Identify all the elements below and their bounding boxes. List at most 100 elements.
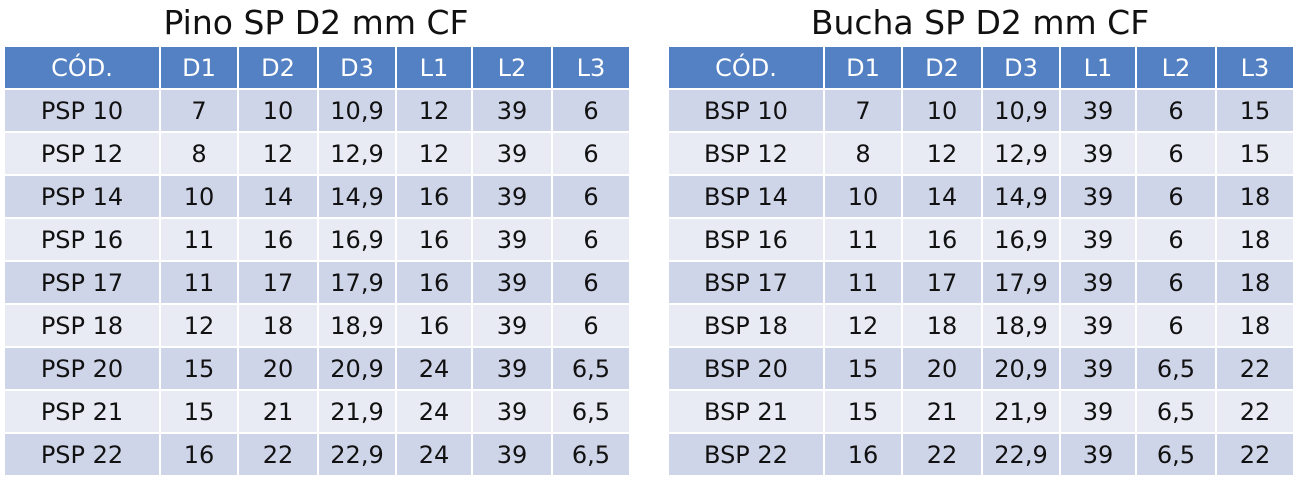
table-cell: 7: [159, 88, 239, 133]
table-cell: 18: [901, 303, 983, 348]
table-cell: 24: [395, 389, 473, 434]
table-cell: 16,9: [981, 217, 1061, 262]
table-cell: 15: [1215, 131, 1295, 176]
table-cell: 22,9: [317, 432, 397, 477]
data-table: CÓD. D1 D2 D3 L1 L2 L3 BSP 10 7 10 10,9 39 6 15 BSP 12…: [667, 45, 1295, 477]
table-cell: 6: [551, 303, 631, 348]
header-row: CÓD. D1 D2 D3 L1 L2 L3: [3, 45, 631, 90]
table-cell: 10: [823, 174, 903, 219]
header-cell: CÓD.: [667, 45, 825, 90]
table-row: BSP 16 11 16 16,9 39 6 18: [667, 217, 1295, 262]
table-cell: PSP 16: [3, 217, 161, 262]
table-cell: 6: [1135, 88, 1217, 133]
table-cell: PSP 20: [3, 346, 161, 391]
table-cell: 39: [471, 174, 553, 219]
table-cell: 15: [823, 346, 903, 391]
table-cell: 39: [471, 432, 553, 477]
table-row: BSP 14 10 14 14,9 39 6 18: [667, 174, 1295, 219]
table-cell: 21,9: [317, 389, 397, 434]
table-cell: 39: [471, 346, 553, 391]
header-cell: D1: [159, 45, 239, 90]
header-row: CÓD. D1 D2 D3 L1 L2 L3: [667, 45, 1295, 90]
table-cell: 39: [1059, 88, 1137, 133]
table-cell: 18: [237, 303, 319, 348]
table-cell: 11: [823, 217, 903, 262]
table-cell: 39: [471, 88, 553, 133]
table-cell: 8: [159, 131, 239, 176]
table-cell: 20: [901, 346, 983, 391]
table-cell: BSP 14: [667, 174, 825, 219]
table-row: BSP 12 8 12 12,9 39 6 15: [667, 131, 1295, 176]
table-cell: 14: [237, 174, 319, 219]
table-cell: 22: [237, 432, 319, 477]
table-cell: 16,9: [317, 217, 397, 262]
table-cell: 24: [395, 432, 473, 477]
table-cell: PSP 12: [3, 131, 161, 176]
table-cell: 6: [1135, 303, 1217, 348]
table-cell: BSP 18: [667, 303, 825, 348]
table-cell: 12,9: [317, 131, 397, 176]
table-cell: 16: [901, 217, 983, 262]
header-cell: D1: [823, 45, 903, 90]
table-row: BSP 17 11 17 17,9 39 6 18: [667, 260, 1295, 305]
table-cell: 10,9: [981, 88, 1061, 133]
table-cell: 39: [1059, 389, 1137, 434]
table-row: BSP 18 12 18 18,9 39 6 18: [667, 303, 1295, 348]
table-cell: 39: [471, 131, 553, 176]
table-cell: 17,9: [981, 260, 1061, 305]
table-cell: 16: [395, 260, 473, 305]
table-cell: 39: [471, 303, 553, 348]
table-cell: BSP 22: [667, 432, 825, 477]
table-cell: 16: [395, 174, 473, 219]
table-cell: 6,5: [551, 389, 631, 434]
table-cell: 39: [471, 389, 553, 434]
table-cell: 12: [159, 303, 239, 348]
table-row: BSP 10 7 10 10,9 39 6 15: [667, 88, 1295, 133]
table-cell: 39: [1059, 131, 1137, 176]
table-cell: 12: [901, 131, 983, 176]
table-cell: 18: [1215, 260, 1295, 305]
table-row: BSP 20 15 20 20,9 39 6,5 22: [667, 346, 1295, 391]
table-cell: PSP 10: [3, 88, 161, 133]
table-row: BSP 21 15 21 21,9 39 6,5 22: [667, 389, 1295, 434]
table-cell: 18,9: [981, 303, 1061, 348]
table-cell: 17: [237, 260, 319, 305]
table-cell: BSP 17: [667, 260, 825, 305]
table-cell: 15: [159, 389, 239, 434]
table-cell: 16: [823, 432, 903, 477]
table-title: Pino SP D2 mm CF: [163, 3, 469, 42]
table-cell: 16: [237, 217, 319, 262]
table-cell: BSP 10: [667, 88, 825, 133]
table-cell: 22,9: [981, 432, 1061, 477]
table-cell: 6: [1135, 174, 1217, 219]
table-row: PSP 10 7 10 10,9 12 39 6: [3, 88, 631, 133]
table-row: PSP 20 15 20 20,9 24 39 6,5: [3, 346, 631, 391]
table-cell: 14,9: [317, 174, 397, 219]
table-cell: 22: [1215, 389, 1295, 434]
table-row: PSP 22 16 22 22,9 24 39 6,5: [3, 432, 631, 477]
table-cell: 6: [1135, 260, 1217, 305]
table-cell: 11: [159, 260, 239, 305]
table-cell: 39: [1059, 260, 1137, 305]
table-cell: PSP 14: [3, 174, 161, 219]
table-cell: 39: [1059, 303, 1137, 348]
table-cell: 6: [551, 260, 631, 305]
header-cell: D2: [237, 45, 319, 90]
table-cell: 39: [1059, 217, 1137, 262]
table-cell: BSP 20: [667, 346, 825, 391]
table-cell: 21: [901, 389, 983, 434]
header-cell: D3: [317, 45, 397, 90]
table-cell: 10: [159, 174, 239, 219]
table-cell: 6,5: [551, 346, 631, 391]
table-cell: 15: [823, 389, 903, 434]
table-cell: 21: [237, 389, 319, 434]
table-cell: 7: [823, 88, 903, 133]
table-cell: 17: [901, 260, 983, 305]
table-cell: 10: [901, 88, 983, 133]
table-cell: 6: [551, 174, 631, 219]
table-cell: BSP 21: [667, 389, 825, 434]
table-row: PSP 17 11 17 17,9 16 39 6: [3, 260, 631, 305]
table-cell: 6,5: [551, 432, 631, 477]
table-cell: 6: [551, 217, 631, 262]
table-cell: 6: [1135, 217, 1217, 262]
